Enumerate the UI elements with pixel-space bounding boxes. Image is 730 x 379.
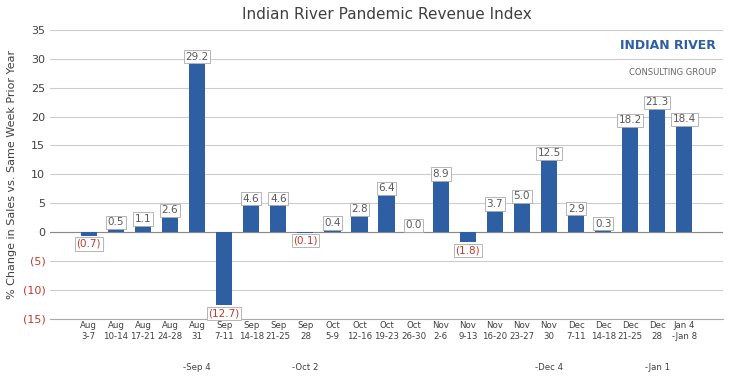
Text: 8.9: 8.9	[432, 169, 449, 179]
Y-axis label: % Change in Sales vs. Same Week Prior Year: % Change in Sales vs. Same Week Prior Ye…	[7, 50, 17, 299]
Bar	[270, 205, 286, 232]
Text: (0.7): (0.7)	[77, 239, 101, 249]
Text: CONSULTING GROUP: CONSULTING GROUP	[629, 67, 716, 77]
Bar	[622, 127, 638, 232]
Text: (1.8): (1.8)	[456, 245, 480, 255]
Text: 1.1: 1.1	[134, 214, 151, 224]
Text: 5.0: 5.0	[514, 191, 530, 202]
Bar	[162, 217, 178, 232]
Text: 4.6: 4.6	[243, 194, 260, 204]
Bar	[460, 232, 476, 243]
Bar	[189, 64, 205, 232]
Text: 18.4: 18.4	[673, 114, 696, 124]
Bar	[676, 126, 693, 232]
Text: -Oct 2: -Oct 2	[292, 363, 318, 372]
Text: (0.1): (0.1)	[293, 235, 318, 246]
Text: 0.4: 0.4	[324, 218, 341, 228]
Text: 2.6: 2.6	[162, 205, 178, 215]
Text: 6.4: 6.4	[378, 183, 395, 193]
Bar	[243, 205, 259, 232]
Text: 0.0: 0.0	[405, 220, 422, 230]
Text: 0.5: 0.5	[107, 218, 124, 227]
Text: 12.5: 12.5	[537, 148, 561, 158]
Text: (12.7): (12.7)	[209, 308, 239, 318]
Bar	[135, 226, 151, 232]
Bar	[324, 230, 341, 232]
Bar	[487, 211, 503, 232]
Bar	[216, 232, 232, 305]
Text: 18.2: 18.2	[618, 115, 642, 125]
Text: 2.8: 2.8	[351, 204, 368, 214]
Bar	[297, 232, 313, 233]
Bar	[81, 232, 97, 236]
Text: 2.9: 2.9	[568, 204, 585, 214]
Text: 29.2: 29.2	[185, 52, 209, 62]
Bar	[541, 160, 557, 232]
Bar	[595, 230, 611, 232]
Text: 4.6: 4.6	[270, 194, 287, 204]
Text: -Sep 4: -Sep 4	[183, 363, 211, 372]
Bar	[649, 109, 666, 232]
Bar	[433, 181, 449, 232]
Text: -Jan 1: -Jan 1	[645, 363, 670, 372]
Bar	[568, 215, 584, 232]
Text: 21.3: 21.3	[645, 97, 669, 107]
Title: Indian River Pandemic Revenue Index: Indian River Pandemic Revenue Index	[242, 7, 531, 22]
Text: -Dec 4: -Dec 4	[535, 363, 563, 372]
Text: 0.3: 0.3	[595, 219, 612, 229]
Bar	[514, 203, 530, 232]
Bar	[378, 195, 395, 232]
Text: 3.7: 3.7	[487, 199, 503, 209]
Bar	[108, 229, 124, 232]
Text: INDIAN RIVER: INDIAN RIVER	[620, 39, 716, 52]
Bar	[351, 216, 368, 232]
